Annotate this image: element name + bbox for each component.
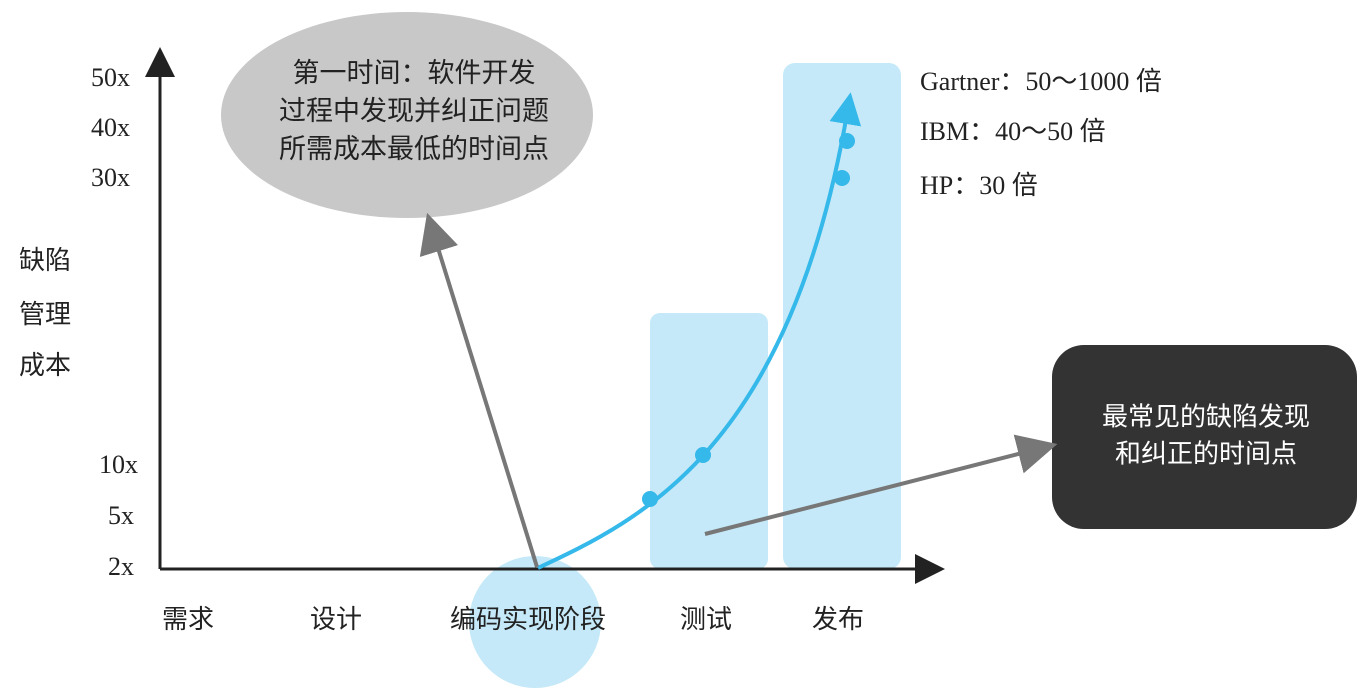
y-title: 缺陷 xyxy=(19,246,71,275)
y-label: 2x xyxy=(108,552,134,581)
y-label: 5x xyxy=(108,501,134,530)
x-label: 设计 xyxy=(310,605,362,634)
cost-curve xyxy=(537,92,862,570)
curve-point xyxy=(695,447,711,463)
callout-text: 过程中发现并纠正问题 xyxy=(279,96,549,126)
x-label: 需求 xyxy=(162,605,214,634)
pointer-arrow xyxy=(419,212,539,568)
y-label: 10x xyxy=(99,450,138,479)
callout-text: 所需成本最低的时间点 xyxy=(279,134,549,164)
callout-text: 第一时间：软件开发 xyxy=(293,58,536,88)
pointer-arrow xyxy=(704,434,1058,536)
y-label: 50x xyxy=(91,63,130,92)
release-bar xyxy=(783,63,901,569)
source-note: IBM：40～50 倍 xyxy=(920,117,1106,146)
callout-text: 最常见的缺陷发现 xyxy=(1102,403,1310,433)
y-label: 30x xyxy=(91,163,130,192)
source-note: HP：30 倍 xyxy=(920,171,1038,200)
curve-point xyxy=(642,491,658,507)
x-label: 测试 xyxy=(680,605,732,634)
curve-point xyxy=(839,133,855,149)
callout-box xyxy=(1052,345,1357,529)
callout-text: 和纠正的时间点 xyxy=(1115,440,1297,470)
y-label: 40x xyxy=(91,113,130,142)
x-label: 发布 xyxy=(812,605,864,634)
y-title: 管理 xyxy=(19,300,71,329)
y-title: 成本 xyxy=(19,351,71,380)
x-label: 编码实现阶段 xyxy=(450,605,606,634)
curve-point xyxy=(834,170,850,186)
test-bar xyxy=(650,313,768,569)
callout-bubble xyxy=(221,12,593,218)
stage-highlight xyxy=(469,556,601,688)
source-note: Gartner：50～1000 倍 xyxy=(920,67,1162,96)
